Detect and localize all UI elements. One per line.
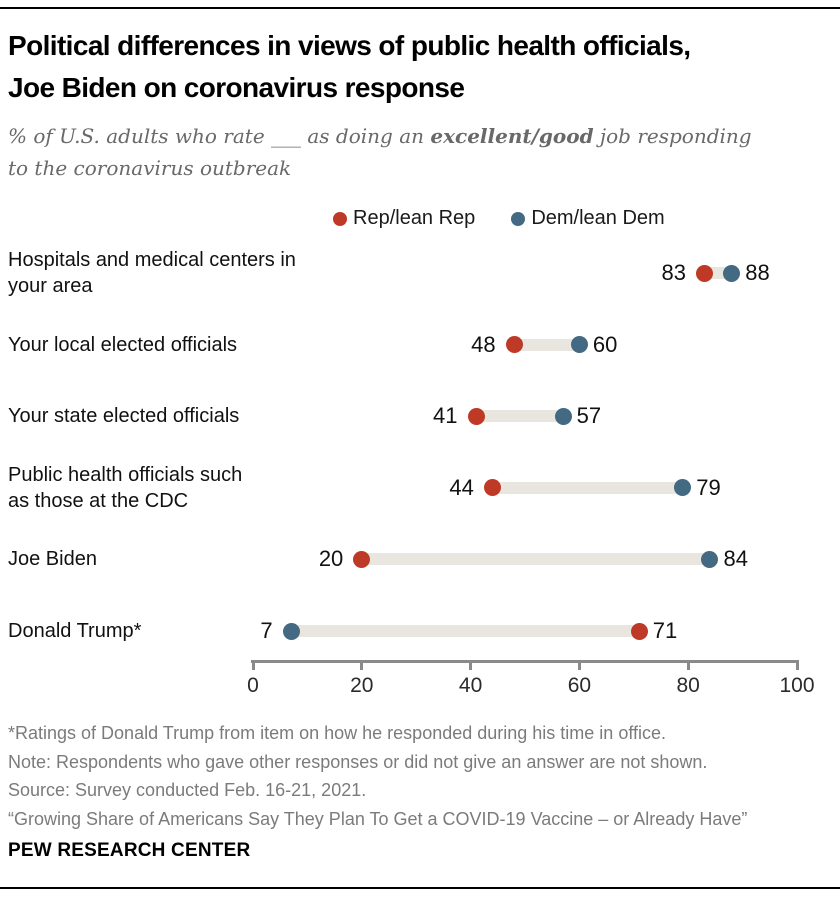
rep-dot xyxy=(505,336,523,354)
dem-value-label: 84 xyxy=(723,546,748,572)
dem-dot xyxy=(282,622,300,640)
category-label: Public health officials such as those at… xyxy=(8,463,243,512)
dem-legend-dot-icon xyxy=(511,211,526,226)
subtitle-line2: to the coronavirus outbreak xyxy=(8,156,292,180)
subtitle-bold: excellent/good xyxy=(430,124,594,148)
subtitle-pre: % of U.S. adults who rate ___ as doing a… xyxy=(8,124,431,148)
footnote-asterisk: *Ratings of Donald Trump from item on ho… xyxy=(8,723,667,743)
connector-bar xyxy=(492,481,683,494)
rep-value-label: 44 xyxy=(449,474,474,500)
rep-legend-dot-icon xyxy=(333,211,347,226)
category-label: Your state elected officials xyxy=(8,405,240,428)
dem-dot xyxy=(554,407,572,425)
dem-value-label: 79 xyxy=(696,474,721,500)
dem-dot xyxy=(674,479,692,497)
chart-subtitle: % of U.S. adults who rate ___ as doing a… xyxy=(8,120,828,184)
footnote-report-title: “Growing Share of Americans Say They Pla… xyxy=(8,808,748,829)
connector-bar xyxy=(476,410,564,423)
x-axis-tick xyxy=(469,660,473,670)
x-axis-tick-label: 60 xyxy=(567,674,592,697)
category-label: Hospitals and medical centers in your ar… xyxy=(8,249,296,297)
legend: Rep/lean Rep Dem/lean Dem xyxy=(333,207,665,230)
page-title-line1: Political differences in views of public… xyxy=(8,30,691,61)
rep-value-label: 41 xyxy=(433,403,458,429)
x-axis-tick xyxy=(795,660,799,670)
connector-bar xyxy=(514,338,580,351)
legend-item-rep: Rep/lean Rep xyxy=(333,207,475,230)
connector-bar xyxy=(291,625,640,637)
x-axis-tick-label: 20 xyxy=(350,674,374,697)
x-axis-tick xyxy=(251,660,255,670)
x-axis-tick xyxy=(360,660,364,670)
dem-value-label: 7 xyxy=(260,618,273,643)
footnote-source: Source: Survey conducted Feb. 16-21, 202… xyxy=(8,780,367,800)
category-label: Joe Biden xyxy=(8,548,97,571)
dem-dot xyxy=(723,264,741,282)
dem-dot xyxy=(701,550,719,568)
x-axis-tick-label: 80 xyxy=(676,674,700,697)
x-axis-tick xyxy=(577,660,581,670)
subtitle-post: job responding xyxy=(593,124,752,148)
rep-dot xyxy=(696,264,714,282)
rep-dot xyxy=(483,479,501,497)
pew-research-center-brand: PEW RESEARCH CENTER xyxy=(8,840,251,861)
rep-dot xyxy=(353,550,371,568)
rep-dot xyxy=(467,407,485,425)
rep-value-label: 83 xyxy=(661,260,687,285)
page-title-line2: Joe Biden on coronavirus response xyxy=(8,72,465,103)
x-axis-tick-label: 40 xyxy=(458,674,483,697)
dem-dot xyxy=(570,336,588,354)
category-label: Donald Trump* xyxy=(8,620,142,642)
connector-bar xyxy=(361,553,710,566)
dem-value-label: 57 xyxy=(576,403,602,429)
rep-value-label: 48 xyxy=(471,331,496,357)
footnotes: *Ratings of Donald Trump from item on ho… xyxy=(8,719,828,833)
rep-dot xyxy=(630,622,648,640)
category-label: Your local elected officials xyxy=(8,333,238,356)
dem-value-label: 60 xyxy=(592,331,618,357)
legend-label-rep: Rep/lean Rep xyxy=(353,207,476,229)
x-axis-tick-label: 0 xyxy=(247,674,259,697)
footnote-note: Note: Respondents who gave other respons… xyxy=(8,751,708,772)
legend-item-dem: Dem/lean Dem xyxy=(511,207,665,230)
x-axis-line xyxy=(251,660,799,663)
legend-label-dem: Dem/lean Dem xyxy=(531,207,665,229)
x-axis-tick-label: 100 xyxy=(779,674,815,697)
rep-value-label: 71 xyxy=(652,618,678,643)
rep-value-label: 20 xyxy=(318,546,344,572)
x-axis-tick xyxy=(686,660,690,670)
bottom-rule xyxy=(0,887,840,889)
top-rule xyxy=(0,7,840,9)
dem-value-label: 88 xyxy=(745,260,770,285)
